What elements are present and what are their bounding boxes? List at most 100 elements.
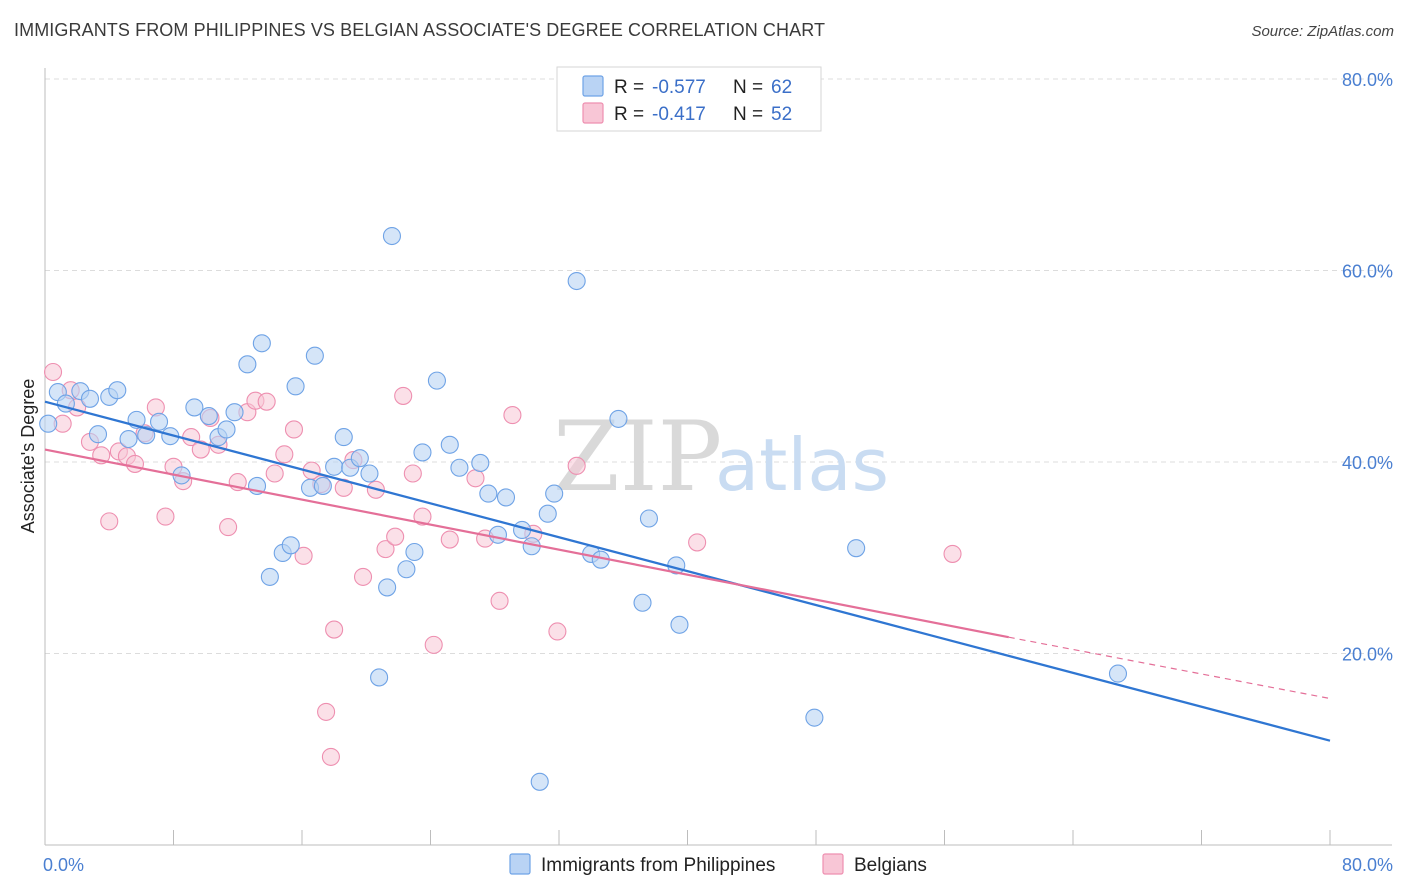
point-belgians-49 <box>688 533 707 552</box>
point-philippines-5 <box>88 425 108 444</box>
series-legend-swatch-philippines <box>509 853 531 875</box>
point-philippines-17 <box>217 420 236 439</box>
point-belgians-16 <box>191 440 210 459</box>
point-philippines-51 <box>567 271 586 291</box>
point-philippines-42 <box>450 458 469 477</box>
y-tick-label-1: 60.0% <box>1342 262 1393 282</box>
point-belgians-23 <box>257 392 276 411</box>
point-philippines-38 <box>405 542 424 562</box>
point-belgians-30 <box>325 620 344 639</box>
point-philippines-22 <box>260 567 279 586</box>
point-philippines-39 <box>413 443 432 462</box>
point-philippines-34 <box>370 668 389 687</box>
legend-swatch-pink <box>582 102 604 124</box>
point-belgians-50 <box>943 544 962 563</box>
point-philippines-59 <box>805 708 824 727</box>
point-belgians-51 <box>317 702 336 721</box>
point-philippines-40 <box>427 371 446 390</box>
x-tick-label-1: 80.0% <box>1342 855 1393 875</box>
point-philippines-62 <box>530 772 549 791</box>
point-philippines-10 <box>137 426 156 445</box>
point-belgians-48 <box>567 456 586 475</box>
point-belgians-12 <box>156 507 175 526</box>
point-philippines-35 <box>378 578 397 597</box>
point-belgians-52 <box>321 747 340 766</box>
point-belgians-0 <box>43 362 63 382</box>
legend-r-label-1: R = <box>614 77 644 98</box>
x-tick-labels: 0.0% 80.0% <box>43 855 1393 875</box>
point-philippines-11 <box>149 412 169 431</box>
point-belgians-44 <box>490 591 509 610</box>
stats-legend: R = -0.577 N = 62 R = -0.417 N = 52 <box>556 66 822 132</box>
y-tick-label-3: 20.0% <box>1342 645 1393 665</box>
trend-line-philippines <box>44 400 1331 742</box>
watermark-atlas: atlas <box>715 423 889 507</box>
y-axis-label: Associate's Degree <box>18 379 38 534</box>
point-belgians-42 <box>466 469 485 488</box>
point-philippines-8 <box>119 429 138 449</box>
point-philippines-37 <box>397 560 416 579</box>
point-philippines-45 <box>488 525 508 544</box>
legend-swatch-blue <box>582 75 604 97</box>
point-belgians-9 <box>125 454 144 473</box>
y-tick-labels: 80.0% 60.0% 40.0% 20.0% <box>1342 70 1393 665</box>
point-belgians-27 <box>294 546 313 565</box>
point-belgians-36 <box>386 527 405 546</box>
legend-r-label-2: R = <box>614 104 644 125</box>
point-belgians-41 <box>440 530 459 549</box>
legend-n-value-2: 52 <box>771 104 792 125</box>
legend-r-value-1: -0.577 <box>652 77 706 98</box>
point-philippines-32 <box>350 449 369 468</box>
point-philippines-33 <box>360 464 379 483</box>
x-tick-label-0: 0.0% <box>43 855 84 875</box>
series-legend-swatch-belgians <box>822 853 844 875</box>
point-philippines-24 <box>281 536 300 555</box>
point-philippines-29 <box>325 457 344 476</box>
series-legend-label-belgians: Belgians <box>854 855 927 876</box>
point-belgians-40 <box>424 635 443 654</box>
point-philippines-28 <box>313 476 332 495</box>
point-belgians-33 <box>353 567 373 586</box>
trend-lines <box>44 400 1331 742</box>
point-philippines-21 <box>252 334 271 353</box>
watermark-zip: ZIP <box>553 401 722 513</box>
point-philippines-41 <box>440 435 459 454</box>
point-philippines-4 <box>80 389 100 408</box>
point-philippines-19 <box>238 355 257 374</box>
point-philippines-55 <box>633 593 652 612</box>
legend-n-label-1: N = <box>733 77 763 98</box>
point-philippines-25 <box>286 377 305 396</box>
point-belgians-6 <box>100 512 119 531</box>
point-philippines-30 <box>334 428 353 447</box>
legend-n-label-2: N = <box>733 104 763 125</box>
series-belgians-points <box>43 362 962 766</box>
point-philippines-60 <box>847 539 866 558</box>
point-belgians-35 <box>376 540 395 559</box>
point-philippines-14 <box>185 398 204 417</box>
point-philippines-58 <box>670 615 689 634</box>
point-belgians-25 <box>275 445 294 464</box>
y-tick-label-0: 80.0% <box>1342 70 1393 90</box>
chart-title: IMMIGRANTS FROM PHILIPPINES VS BELGIAN A… <box>14 20 826 40</box>
point-philippines-61 <box>1108 664 1128 683</box>
point-philippines-49 <box>538 504 557 523</box>
point-philippines-50 <box>545 484 564 503</box>
point-philippines-44 <box>479 484 498 503</box>
point-belgians-37 <box>394 386 413 405</box>
point-belgians-47 <box>548 622 567 641</box>
point-belgians-19 <box>219 518 238 537</box>
point-belgians-39 <box>413 507 432 526</box>
point-philippines-46 <box>496 488 516 507</box>
point-philippines-18 <box>225 403 244 422</box>
y-tick-label-2: 40.0% <box>1342 453 1393 473</box>
point-philippines-15 <box>199 406 218 426</box>
series-philippines-points <box>39 226 1128 791</box>
point-belgians-38 <box>403 464 422 483</box>
point-philippines-7 <box>108 381 127 400</box>
point-philippines-43 <box>471 453 490 473</box>
source-credit: Source: ZipAtlas.com <box>1251 23 1394 40</box>
point-belgians-24 <box>265 464 284 483</box>
point-belgians-45 <box>503 406 522 425</box>
legend-n-value-1: 62 <box>771 77 792 98</box>
